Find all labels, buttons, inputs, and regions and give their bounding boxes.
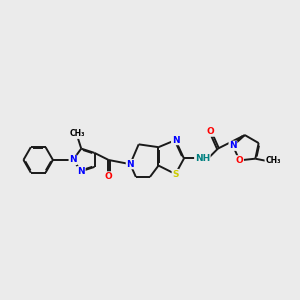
Text: CH₃: CH₃ <box>70 129 85 138</box>
Text: N: N <box>172 136 179 145</box>
Text: N: N <box>126 160 134 169</box>
Text: N: N <box>229 141 237 150</box>
Text: NH: NH <box>195 154 210 163</box>
Text: CH₃: CH₃ <box>265 156 280 165</box>
Text: O: O <box>207 127 215 136</box>
Text: O: O <box>236 156 243 165</box>
Text: N: N <box>77 167 85 176</box>
Text: N: N <box>69 155 77 164</box>
Text: O: O <box>105 172 112 181</box>
Text: S: S <box>172 169 179 178</box>
